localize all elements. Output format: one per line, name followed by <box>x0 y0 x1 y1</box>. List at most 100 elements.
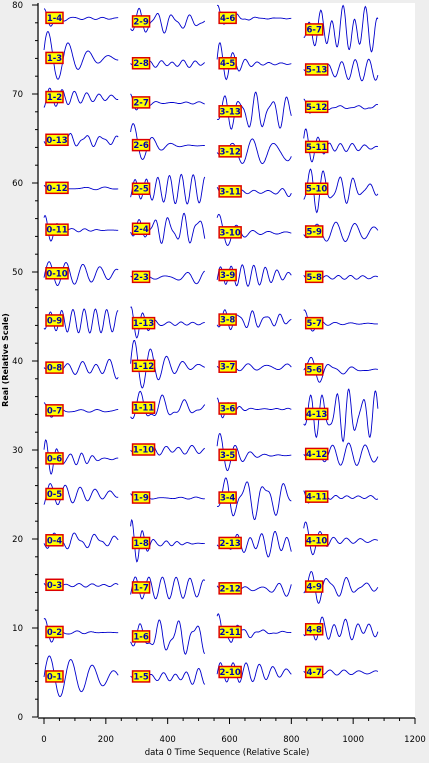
series-label-0-11: 0-11 <box>45 223 69 236</box>
series-label-text: 2-8 <box>133 59 148 69</box>
series-label-box <box>218 582 242 595</box>
series-label-box <box>304 225 324 238</box>
series-label-text: 1-4 <box>47 14 62 24</box>
series-label-box <box>45 223 69 236</box>
series-label-text: 4-12 <box>306 450 327 460</box>
series-label-2-6: 2-6 <box>131 138 151 152</box>
series-label-2-13: 2-13 <box>218 536 242 550</box>
series-label-3-4: 3-4 <box>218 491 237 504</box>
series-label-5-9: 5-9 <box>304 225 324 238</box>
series-label-5-13: 5-13 <box>304 63 329 76</box>
y-tick-label: 10 <box>12 624 23 634</box>
series-label-4-7: 4-7 <box>304 665 324 679</box>
series-label-box <box>131 222 151 236</box>
series-label-box <box>218 105 242 118</box>
series-label-text: 3-11 <box>219 187 240 197</box>
series-line-5-10 <box>303 168 379 214</box>
series-label-text: 3-12 <box>219 147 240 157</box>
series-label-1-5: 1-5 <box>131 670 151 683</box>
series-label-box <box>218 185 242 198</box>
series-label-box <box>304 665 324 679</box>
series-label-text: 6-7 <box>307 25 322 35</box>
series-label-text: 0-2 <box>47 628 62 638</box>
series-label-text: 0-10 <box>46 269 67 279</box>
series-label-3-9: 3-9 <box>218 268 237 282</box>
series-label-box <box>45 267 69 280</box>
series-label-2-11: 2-11 <box>218 625 242 639</box>
series-label-4-8: 4-8 <box>304 623 324 636</box>
series-label-box <box>218 313 237 326</box>
series-label-1-3: 1-3 <box>45 51 64 65</box>
series-label-text: 2-4 <box>133 225 148 235</box>
series-line-2-11 <box>216 613 292 643</box>
series-label-2-10: 2-10 <box>218 665 242 679</box>
series-line-1-11 <box>130 390 206 419</box>
series-label-0-7: 0-7 <box>45 404 64 417</box>
series-label-text: 2-9 <box>133 17 148 27</box>
x-tick-label: 400 <box>160 735 176 745</box>
series-label-text: 0-13 <box>46 136 67 146</box>
series-label-text: 4-8 <box>307 625 322 635</box>
series-label-5-11: 5-11 <box>304 140 329 154</box>
series-label-3-12: 3-12 <box>218 145 242 158</box>
series-label-2-8: 2-8 <box>131 56 151 70</box>
series-label-box <box>45 404 64 417</box>
series-label-1-6: 1-6 <box>131 630 151 643</box>
y-tick-label: 30 <box>12 446 23 456</box>
series-label-2-9: 2-9 <box>131 15 151 28</box>
series-label-text: 2-12 <box>219 584 240 594</box>
series-label-box <box>45 11 64 25</box>
series-label-box <box>304 363 324 376</box>
series-label-4-6: 4-6 <box>218 11 237 25</box>
series-label-layer: 0-1 0-2 0-3 0-4 0-5 0-6 0-7 0-8 0-9 0-10 0-11 0-12 0… <box>45 11 329 683</box>
series-label-text: 3-4 <box>220 494 235 504</box>
series-label-0-12: 0-12 <box>45 181 69 195</box>
series-label-text: 4-13 <box>306 410 327 420</box>
series-label-6-7: 6-7 <box>304 23 324 36</box>
series-label-box <box>218 360 237 373</box>
series-label-box <box>45 625 64 639</box>
series-label-0-8: 0-8 <box>45 361 64 374</box>
x-tick-label: 200 <box>98 735 114 745</box>
y-tick-label: 40 <box>12 357 23 367</box>
series-label-5-6: 5-6 <box>304 363 324 376</box>
series-label-text: 1-11 <box>133 404 154 414</box>
series-label-box <box>218 268 237 282</box>
series-label-text: 3-6 <box>220 405 235 415</box>
y-tick-label: 80 <box>12 1 23 11</box>
series-label-1-7: 1-7 <box>131 581 151 594</box>
series-label-box <box>131 138 151 152</box>
series-line-1-2 <box>43 87 119 108</box>
series-label-box <box>131 316 156 330</box>
series-label-text: 4-10 <box>306 536 327 546</box>
series-label-2-7: 2-7 <box>131 96 151 109</box>
x-tick-label: 600 <box>221 735 237 745</box>
series-label-1-9: 1-9 <box>131 491 151 504</box>
x-tick-label: 0 <box>41 735 46 745</box>
series-label-text: 3-7 <box>220 363 235 373</box>
series-line-0-1 <box>43 655 119 698</box>
series-label-box <box>131 182 151 195</box>
x-axis-label: data 0 Time Sequence (Relative Scale) <box>145 748 310 758</box>
series-label-text: 3-8 <box>220 316 235 326</box>
series-label-text: 2-10 <box>219 668 240 678</box>
y-tick-label: 60 <box>12 179 23 189</box>
series-label-text: 0-7 <box>47 406 62 416</box>
series-line-0-6 <box>43 439 119 475</box>
series-label-4-12: 4-12 <box>304 447 329 461</box>
series-label-box <box>45 578 64 592</box>
series-line-4-9 <box>303 570 379 604</box>
series-label-box <box>304 270 324 284</box>
series-label-box <box>45 51 64 65</box>
series-label-box <box>218 226 242 239</box>
series-label-0-10: 0-10 <box>45 267 69 280</box>
series-line-6-7 <box>303 4 379 53</box>
series-line-1-8 <box>130 518 205 563</box>
y-axis-label: Real (Relative Scale) <box>1 313 10 407</box>
series-label-1-13: 1-13 <box>131 316 156 330</box>
series-layer <box>43 4 379 698</box>
series-label-text: 1-10 <box>133 446 154 456</box>
series-label-text: 5-7 <box>307 319 322 329</box>
series-label-box <box>45 487 64 501</box>
